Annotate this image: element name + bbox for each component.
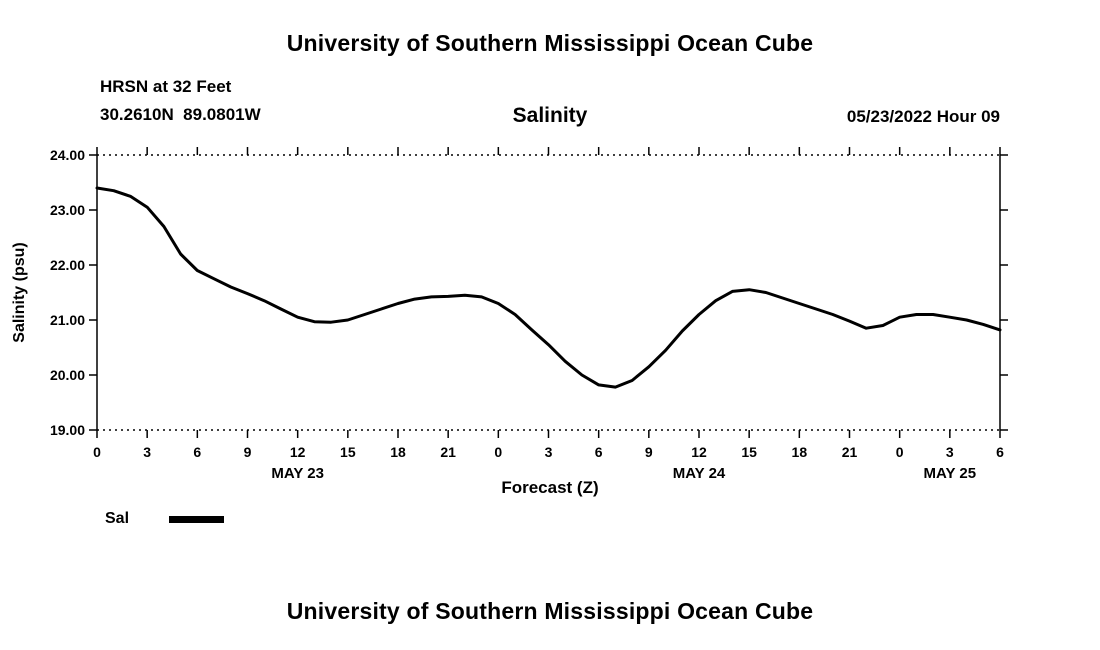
page-title-bottom: University of Southern Mississippi Ocean… <box>286 598 814 624</box>
x-tick-label: 0 <box>93 444 101 460</box>
x-tick-label: 18 <box>390 444 406 460</box>
x-tick-label: 3 <box>946 444 954 460</box>
station-name: HRSN at 32 Feet <box>100 77 232 96</box>
y-tick-label: 22.00 <box>50 257 85 273</box>
x-tick-label: 12 <box>290 444 306 460</box>
x-tick-label: 0 <box>896 444 904 460</box>
x-tick-label: 9 <box>645 444 653 460</box>
legend-label-sal: Sal <box>105 510 130 527</box>
x-tick-label: 18 <box>792 444 808 460</box>
y-tick-label: 21.00 <box>50 312 85 328</box>
date-label: MAY 23 <box>271 465 324 480</box>
x-tick-label: 15 <box>741 444 757 460</box>
y-axis-title: Salinity (psu) <box>11 242 28 342</box>
x-tick-label: 6 <box>193 444 201 460</box>
station-coordinates: 30.2610N 89.0801W <box>100 105 261 124</box>
x-tick-label: 6 <box>595 444 603 460</box>
date-label: MAY 24 <box>673 465 726 480</box>
x-tick-label: 0 <box>494 444 502 460</box>
y-tick-label: 19.00 <box>50 422 85 438</box>
x-tick-label: 15 <box>340 444 356 460</box>
date-label: MAY 25 <box>924 465 977 480</box>
x-tick-label: 3 <box>545 444 553 460</box>
x-tick-label: 21 <box>440 444 456 460</box>
page-title: University of Southern Mississippi Ocean… <box>286 30 814 56</box>
chart-title: Salinity <box>512 104 588 127</box>
x-tick-label: 9 <box>244 444 252 460</box>
x-tick-label: 3 <box>143 444 151 460</box>
run-timestamp: 05/23/2022 Hour 09 <box>846 107 1000 126</box>
station-info: HRSN at 32 Feet 30.2610N 89.0801W <box>100 78 261 123</box>
salinity-chart: 19.00 20.00 21.00 22.00 23.00 24.00 0 3 6 9 12 15 18… <box>11 147 1008 480</box>
y-tick-label: 20.00 <box>50 367 85 383</box>
x-tick-label: 6 <box>996 444 1004 460</box>
legend-line-swatch <box>169 515 225 523</box>
x-tick-label: 12 <box>691 444 707 460</box>
y-tick-label: 24.00 <box>50 147 85 163</box>
legend: Sal <box>105 510 225 528</box>
salinity-series-line <box>95 186 1002 389</box>
y-tick-label: 23.00 <box>50 202 85 218</box>
x-tick-label: 21 <box>842 444 858 460</box>
x-axis-title: Forecast (Z) <box>501 478 599 497</box>
